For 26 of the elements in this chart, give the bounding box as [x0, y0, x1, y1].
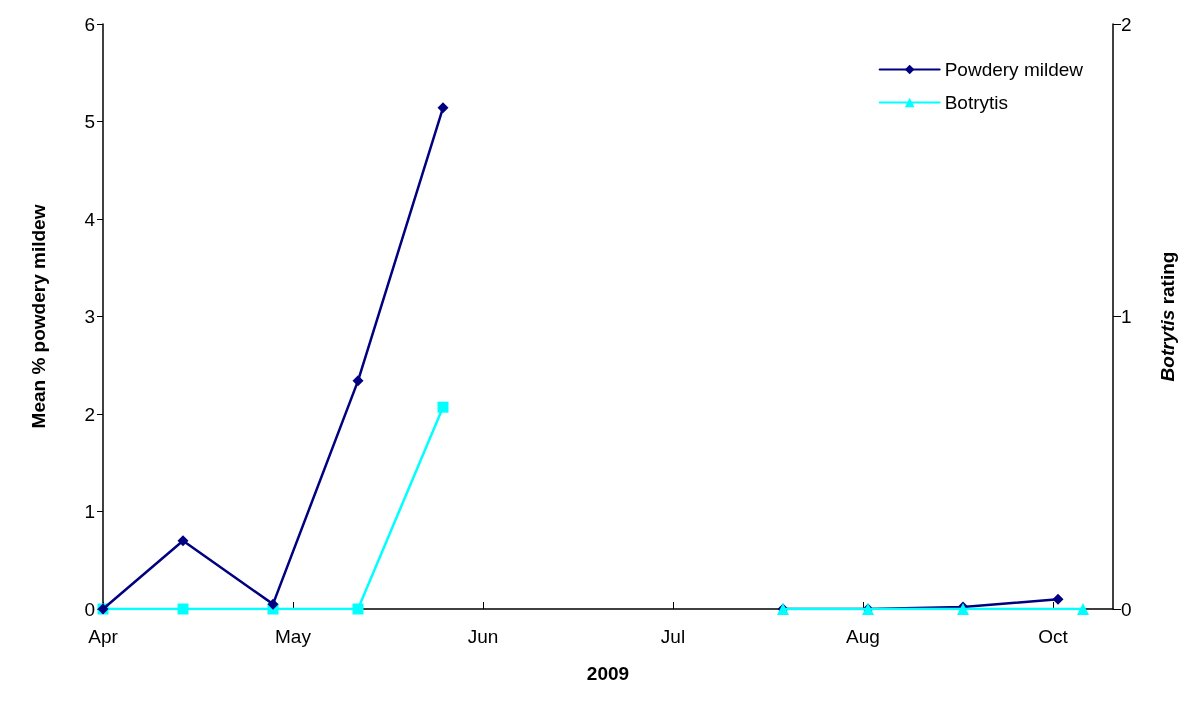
- y2-axis-title: Botrytis rating: [1157, 251, 1178, 382]
- y-tick-label: 0: [84, 598, 95, 620]
- y2-tick-label: 2: [1121, 13, 1132, 35]
- point: [437, 102, 449, 114]
- point: [1052, 593, 1064, 605]
- y-tick-label: 1: [84, 501, 95, 522]
- x-tick-label: Jul: [660, 626, 686, 647]
- x-tick-label: Apr: [88, 626, 119, 647]
- point: [267, 598, 279, 610]
- y2-tick-label: 0: [1121, 598, 1132, 620]
- y-tick-label: 4: [84, 208, 96, 230]
- x-tick-label: Jun: [467, 626, 499, 647]
- x-tick-label: Oct: [1038, 626, 1069, 647]
- point: [352, 375, 364, 387]
- x-tick-label: May: [275, 626, 312, 647]
- x-axis-title: 2009: [586, 663, 630, 684]
- y-axis-title: Mean % powdery mildew: [28, 204, 49, 429]
- y2-tick-label: 1: [1121, 306, 1132, 327]
- y-tick-label: 2: [84, 403, 95, 425]
- legend-label: Botrytis: [944, 92, 1009, 113]
- y-tick-label: 3: [84, 306, 95, 327]
- point: [177, 535, 189, 547]
- y-tick-label: 5: [84, 111, 95, 132]
- legend-label: Powdery mildew: [944, 59, 1084, 80]
- y-tick-label: 6: [84, 13, 95, 35]
- x-tick-label: Aug: [846, 626, 880, 647]
